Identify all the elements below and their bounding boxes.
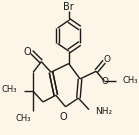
Text: CH₃: CH₃ bbox=[2, 85, 17, 94]
Text: O: O bbox=[102, 77, 109, 86]
Text: NH₂: NH₂ bbox=[95, 107, 112, 116]
Text: O: O bbox=[104, 55, 111, 64]
Text: O: O bbox=[59, 112, 67, 122]
Text: O: O bbox=[24, 47, 31, 57]
Text: CH₃: CH₃ bbox=[122, 76, 137, 85]
Text: CH₃: CH₃ bbox=[15, 114, 31, 123]
Text: Br: Br bbox=[63, 2, 74, 12]
